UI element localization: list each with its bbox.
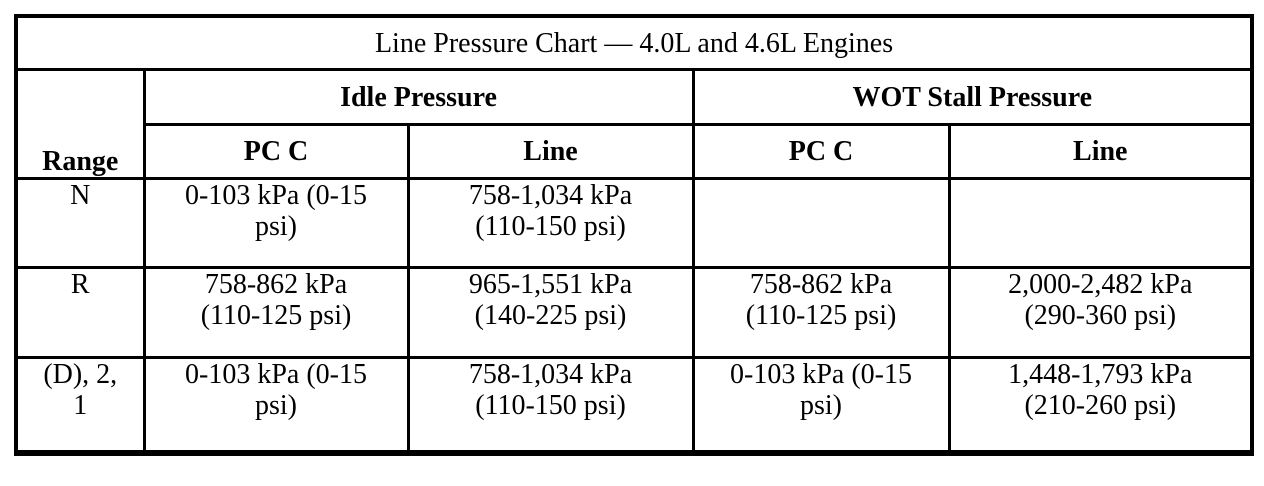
idle-line-cell: 758-1,034 kPa (110-150 psi) (406, 177, 695, 269)
wot-pcc-cell: 0-103 kPa (0-15 psi) (691, 356, 951, 455)
column-header-wot-pcc: PC C (691, 123, 951, 180)
table-title-row: Line Pressure Chart — 4.0L and 4.6L Engi… (14, 14, 1254, 71)
table-row-r: R 758-862 kPa (110-125 psi) 965-1,551 kP… (14, 266, 1254, 359)
wot-pcc-cell (691, 177, 951, 269)
idle-pcc-cell: 758-862 kPa (110-125 psi) (142, 266, 410, 359)
wot-pcc-cell: 758-862 kPa (110-125 psi) (691, 266, 951, 359)
range-cell: R (14, 266, 146, 359)
idle-line-cell: 758-1,034 kPa (110-150 psi) (406, 356, 695, 455)
column-header-wot-line: Line (947, 123, 1254, 180)
column-header-idle-pcc: PC C (142, 123, 410, 180)
wot-line-cell (947, 177, 1254, 269)
idle-pcc-cell: 0-103 kPa (0-15 psi) (142, 356, 410, 455)
range-cell: N (14, 177, 146, 269)
column-group-idle-pressure: Idle Pressure (142, 68, 695, 126)
column-group-wot-stall-pressure: WOT Stall Pressure (691, 68, 1254, 126)
range-cell: (D), 2, 1 (14, 356, 146, 455)
wot-line-cell: 2,000-2,482 kPa (290-360 psi) (947, 266, 1254, 359)
idle-line-cell: 965-1,551 kPa (140-225 psi) (406, 266, 695, 359)
group-header-row: Range Idle Pressure WOT Stall Pressure (14, 68, 1254, 180)
column-header-range: Range (14, 68, 146, 180)
idle-pcc-cell: 0-103 kPa (0-15 psi) (142, 177, 410, 269)
table-title: Line Pressure Chart — 4.0L and 4.6L Engi… (14, 14, 1254, 71)
table-row-d-2-1: (D), 2, 1 0-103 kPa (0-15 psi) 758-1,034… (14, 356, 1254, 455)
column-header-idle-line: Line (406, 123, 695, 180)
table-row-n: N 0-103 kPa (0-15 psi) 758-1,034 kPa (11… (14, 177, 1254, 269)
line-pressure-table: Line Pressure Chart — 4.0L and 4.6L Engi… (14, 14, 1255, 456)
wot-line-cell: 1,448-1,793 kPa (210-260 psi) (947, 356, 1254, 455)
sub-header-row: PC C Line PC C Line (16, 123, 1254, 180)
